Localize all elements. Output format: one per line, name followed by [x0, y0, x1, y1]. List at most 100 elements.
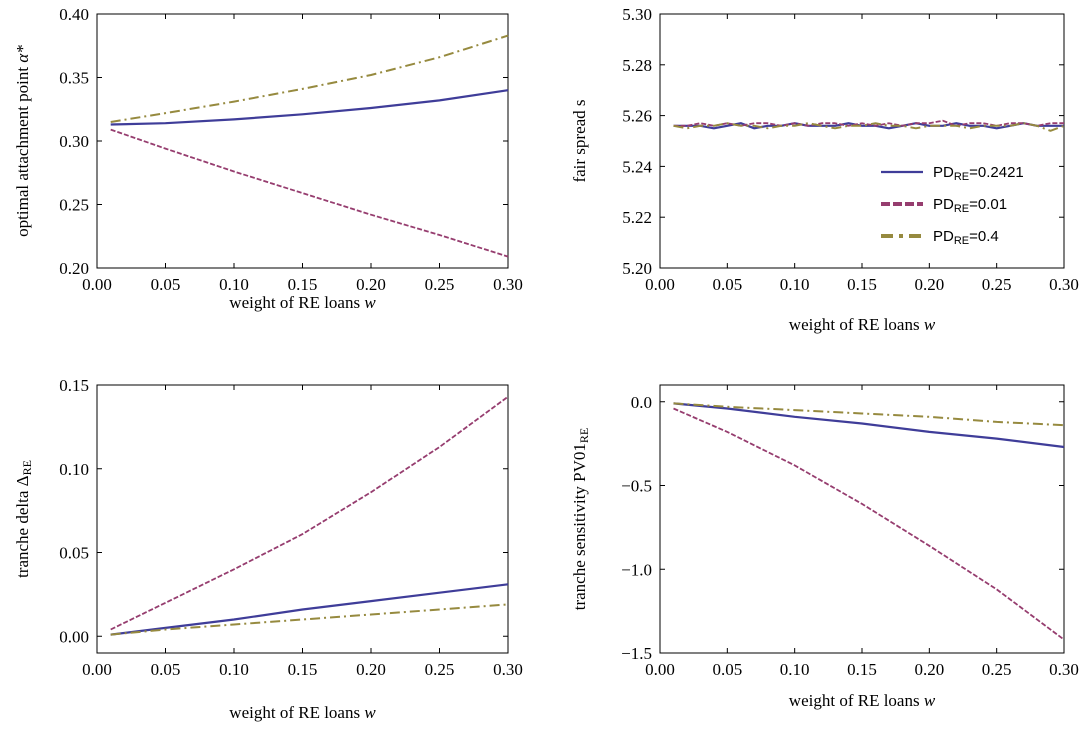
- x-tick-label: 0.20: [356, 275, 386, 294]
- y-tick-label: 0.00: [59, 627, 89, 646]
- chart-panel-4: 0.00 0.05 0.10 0.15 0.20 0.25 0.30 0.0 −0.5 −1.0 −…: [570, 384, 1079, 710]
- y-axis-label: fair spread s: [570, 99, 589, 182]
- legend-label-suffix: =0.2421: [969, 164, 1024, 181]
- x-axis-label-text: weight of RE loans: [789, 691, 924, 710]
- y-axis-label-subscript: RE: [577, 428, 591, 443]
- x-tick-label: 0.30: [1049, 660, 1079, 679]
- legend-label-prefix: PD: [933, 196, 954, 213]
- x-tick-label: 0.30: [493, 275, 523, 294]
- y-tick-label: −1.0: [621, 560, 652, 579]
- y-tick-label: 0.30: [59, 132, 89, 151]
- y-tick-label: 5.26: [622, 107, 652, 126]
- x-axis-label-variable: w: [364, 703, 376, 722]
- x-axis-label-text: weight of RE loans: [229, 703, 364, 722]
- y-tick-label: 0.0: [631, 393, 652, 412]
- x-tick-label: 0.25: [982, 275, 1012, 294]
- y-tick-label: 0.10: [59, 460, 89, 479]
- series-line-3: [673, 122, 1065, 132]
- y-tick-label: 5.24: [622, 157, 652, 176]
- x-axis-label: weight of RE loans w: [229, 703, 376, 722]
- plot-frame: [659, 13, 1065, 269]
- x-tick-label: 0.25: [982, 660, 1012, 679]
- chart-panel-1: 0.00 0.05 0.10 0.15 0.20 0.25 0.30 0.20 0.25 0.30…: [13, 5, 523, 312]
- legend-label-subscript: RE: [954, 171, 969, 183]
- x-tick-label: 0.15: [847, 275, 877, 294]
- y-tick-label: 0.15: [59, 376, 89, 395]
- series-line-2: [110, 128, 509, 258]
- plot-frame: [96, 13, 509, 269]
- y-tick-label: 5.20: [622, 259, 652, 278]
- x-tick-label: 0.30: [493, 660, 523, 679]
- x-axis-label: weight of RE loans w: [789, 315, 936, 334]
- y-tick-label: 5.30: [622, 5, 652, 24]
- x-axis-label-text: weight of RE loans: [789, 315, 924, 334]
- chart-panel-3: 0.00 0.05 0.10 0.15 0.20 0.25 0.30 0.00 0.05 0.10…: [13, 376, 523, 722]
- series-line-1: [673, 402, 1065, 449]
- x-tick-label: 0.30: [1049, 275, 1079, 294]
- series-line-1: [110, 583, 509, 636]
- x-tick-label: 0.00: [82, 275, 112, 294]
- legend-label-subscript: RE: [954, 203, 969, 215]
- x-tick-label: 0.05: [151, 275, 181, 294]
- y-axis-label: optimal attachment point α*: [13, 45, 32, 237]
- y-tick-label: 0.20: [59, 259, 89, 278]
- x-axis-label-variable: w: [924, 315, 936, 334]
- x-axis-label: weight of RE loans w: [229, 293, 376, 312]
- y-tick-label: 0.25: [59, 196, 89, 215]
- legend-label-2: PDRE=0.01: [933, 196, 1007, 215]
- y-tick-label: −0.5: [621, 477, 652, 496]
- legend-label-3: PDRE=0.4: [933, 228, 999, 247]
- x-tick-label: 0.00: [645, 275, 675, 294]
- x-tick-label: 0.10: [780, 275, 810, 294]
- x-tick-label: 0.25: [425, 275, 455, 294]
- legend-label-subscript: RE: [954, 235, 969, 247]
- series-line-1: [110, 89, 509, 126]
- y-tick-label: 5.22: [622, 208, 652, 227]
- x-tick-label: 0.00: [645, 660, 675, 679]
- x-axis-label: weight of RE loans w: [789, 691, 936, 710]
- series-line-2: [673, 407, 1065, 641]
- y-tick-label: 5.28: [622, 56, 652, 75]
- series-line-3: [673, 402, 1065, 427]
- plot-frame: [96, 384, 509, 654]
- x-tick-label: 0.05: [712, 660, 742, 679]
- x-tick-label: 0.15: [847, 660, 877, 679]
- plot-frame: [659, 384, 1065, 654]
- y-axis-label: tranche delta ΔRE: [13, 460, 34, 578]
- y-axis-label-text: fair spread s: [570, 99, 589, 182]
- series-line-2: [110, 395, 509, 631]
- y-axis-label-text: tranche delta Δ: [13, 475, 32, 578]
- x-tick-label: 0.15: [288, 275, 318, 294]
- x-tick-label: 0.15: [288, 660, 318, 679]
- x-tick-label: 0.20: [914, 275, 944, 294]
- y-axis-label-subscript: RE: [20, 460, 34, 475]
- x-axis-label-text: weight of RE loans: [229, 293, 364, 312]
- y-axis-label-variable: α*: [13, 45, 32, 63]
- x-tick-label: 0.10: [780, 660, 810, 679]
- x-tick-label: 0.10: [219, 275, 249, 294]
- y-tick-label: 0.40: [59, 5, 89, 24]
- y-tick-label: 0.35: [59, 69, 89, 88]
- x-tick-label: 0.25: [425, 660, 455, 679]
- legend-label-prefix: PD: [933, 164, 954, 181]
- legend-label-prefix: PD: [933, 228, 954, 245]
- series-line-3: [110, 34, 509, 123]
- x-axis-label-variable: w: [924, 691, 936, 710]
- y-tick-label: −1.5: [621, 644, 652, 663]
- x-tick-label: 0.05: [151, 660, 181, 679]
- legend-label-suffix: =0.01: [969, 196, 1007, 213]
- legend-label-suffix: =0.4: [969, 228, 999, 245]
- y-axis-label-text: optimal attachment point: [13, 63, 32, 237]
- x-tick-label: 0.10: [219, 660, 249, 679]
- y-axis-label-text: tranche sensitivity PV01: [570, 443, 589, 610]
- series-line-3: [110, 603, 509, 636]
- x-tick-label: 0.05: [712, 275, 742, 294]
- series-line-1: [673, 122, 1064, 130]
- x-tick-label: 0.00: [82, 660, 112, 679]
- x-axis-label-variable: w: [364, 293, 376, 312]
- x-tick-label: 0.20: [914, 660, 944, 679]
- y-axis-label: tranche sensitivity PV01RE: [570, 428, 591, 611]
- chart-panel-2: 0.00 0.05 0.10 0.15 0.20 0.25 0.30 5.20 5.22 5.24…: [570, 5, 1079, 334]
